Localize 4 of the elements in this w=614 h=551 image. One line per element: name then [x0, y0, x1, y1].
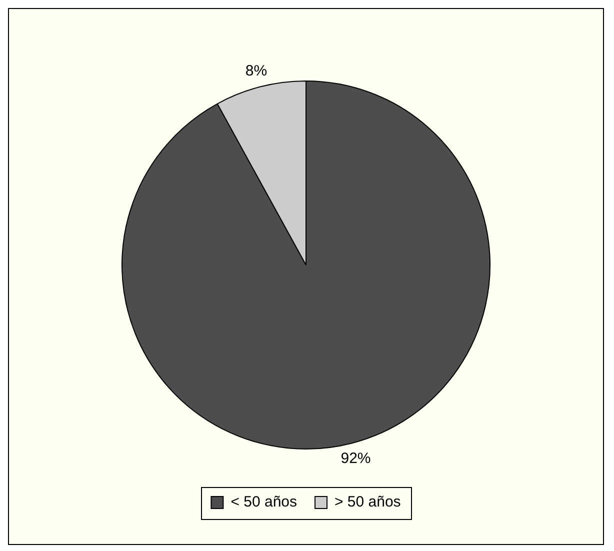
- data-label: 8%: [245, 62, 268, 80]
- legend-label: < 50 años: [230, 494, 298, 511]
- data-label: 92%: [340, 450, 371, 467]
- legend-label: > 50 años: [334, 494, 401, 511]
